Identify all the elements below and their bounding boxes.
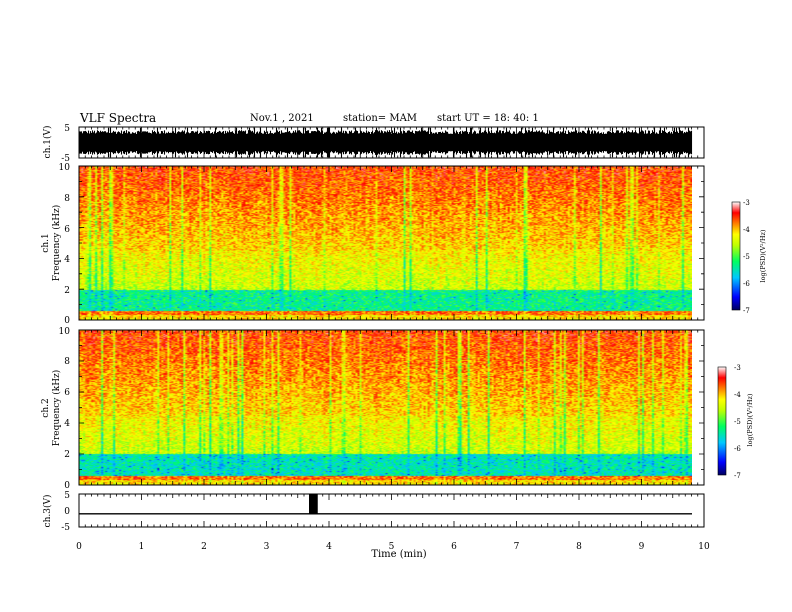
ch3-ytick-top: 5: [64, 491, 70, 501]
ch1-spectrogram-panel: 0 2 4 6 8 10 ch.1 Frequency (kHz): [41, 163, 705, 326]
ch3-pulse: [309, 494, 318, 514]
ch2-colorbar: -3 -4 -5 -6 -7 log(PSD)(V²/Hz): [717, 364, 754, 480]
ch2-ytick-4: 4: [64, 419, 70, 429]
ch1-cb-tick-m5: -5: [743, 253, 750, 261]
plot-title: VLF Spectra: [80, 111, 157, 125]
ch2-spec-ylabel-bottom: Frequency (kHz): [51, 370, 62, 447]
ch1-waveform-line: [78, 127, 693, 158]
ch1-cb-tick-m3: -3: [743, 199, 750, 207]
ch2-ytick-6: 6: [64, 388, 70, 398]
y-tick-marks: [79, 165, 704, 486]
ch2-ytick-8: 8: [64, 357, 70, 367]
ch2-colorbar-label: log(PSD)(V²/Hz): [746, 393, 754, 446]
x-tick-label: 2: [201, 542, 207, 552]
x-tick-label: 7: [514, 542, 520, 552]
ch3-ytick-bottom: -5: [61, 523, 70, 533]
ch1-colorbar-label: log(PSD)(V²/Hz): [759, 229, 767, 282]
ch2-ytick-0: 0: [64, 481, 70, 491]
ch1-ytick-6: 6: [64, 225, 70, 235]
ch1-waveform-ylabel: ch.1(V): [42, 126, 53, 159]
ch1-yticks: 0 2 4 6 8 10: [59, 163, 71, 326]
ch1-ytick-8: 8: [64, 194, 70, 204]
ch2-cb-tick-m6: -6: [734, 445, 741, 453]
ch1-waveform-trace: [78, 127, 693, 158]
ch2-colorbar-gradient: [717, 366, 727, 476]
ch1-cb-tick-m4: -4: [743, 226, 750, 234]
ch3-ytick-zero: 0: [64, 507, 70, 517]
ch2-cb-tick-m5: -5: [734, 418, 741, 426]
ch1-colorbar: -3 -4 -5 -6 -7 log(PSD)(V²/Hz): [731, 199, 767, 315]
ch2-spectrogram-panel: 0 2 4 6 8 10 ch.2 Frequency (kHz): [41, 327, 705, 491]
ch1-colorbar-gradient: [731, 201, 741, 311]
x-tick-label: 6: [451, 542, 457, 552]
ch2-cb-tick-m3: -3: [734, 364, 741, 372]
x-tick-label: 9: [639, 542, 645, 552]
x-tick-label: 0: [76, 542, 82, 552]
ch2-spectrogram-image: [79, 330, 692, 485]
x-tick-marks: [78, 127, 705, 527]
x-tick-label: 1: [139, 542, 145, 552]
x-tick-label: 5: [389, 542, 395, 552]
ch2-cb-tick-m4: -4: [734, 391, 741, 399]
ch2-cb-tick-m7: -7: [734, 472, 741, 480]
ch1-cb-tick-m6: -6: [743, 280, 750, 288]
ch2-yticks: 0 2 4 6 8 10: [59, 327, 71, 491]
axis-tick-marks: [78, 127, 705, 527]
x-tick-label: 10: [698, 542, 710, 552]
date-label: Nov.1 , 2021: [250, 113, 314, 124]
station-label: station= MAM: [343, 113, 418, 124]
ch2-ytick-10: 10: [59, 327, 71, 337]
x-tick-labels: 0 1 2 3 4 5 6 7 8 9 10: [76, 542, 710, 552]
ch1-cb-tick-m7: -7: [743, 307, 750, 315]
x-tick-label: 4: [326, 542, 332, 552]
ch1-ytick-2: 2: [64, 286, 70, 296]
ch3-waveform-trace: [79, 494, 692, 515]
ch3-waveform-ylabel: ch.3(V): [42, 495, 53, 528]
ch1-ytick-top: 5: [64, 124, 70, 134]
ch1-spec-ylabel-top: ch.1: [41, 233, 51, 252]
ch1-ytick-bottom: -5: [61, 154, 70, 164]
x-axis-label: Time (min): [371, 549, 426, 560]
ch1-spectrogram-image: [79, 166, 692, 320]
ch1-ytick-4: 4: [64, 255, 70, 265]
ch1-spec-ylabel-bottom: Frequency (kHz): [51, 205, 62, 282]
ch2-ytick-2: 2: [64, 450, 70, 460]
start-time-label: start UT = 18: 40: 1: [437, 113, 539, 124]
ch1-ytick-0: 0: [64, 316, 70, 326]
x-tick-label: 3: [264, 542, 270, 552]
ch1-ytick-10: 10: [59, 163, 71, 173]
ch2-spec-ylabel-top: ch.2: [41, 398, 51, 417]
x-tick-label: 8: [576, 542, 582, 552]
